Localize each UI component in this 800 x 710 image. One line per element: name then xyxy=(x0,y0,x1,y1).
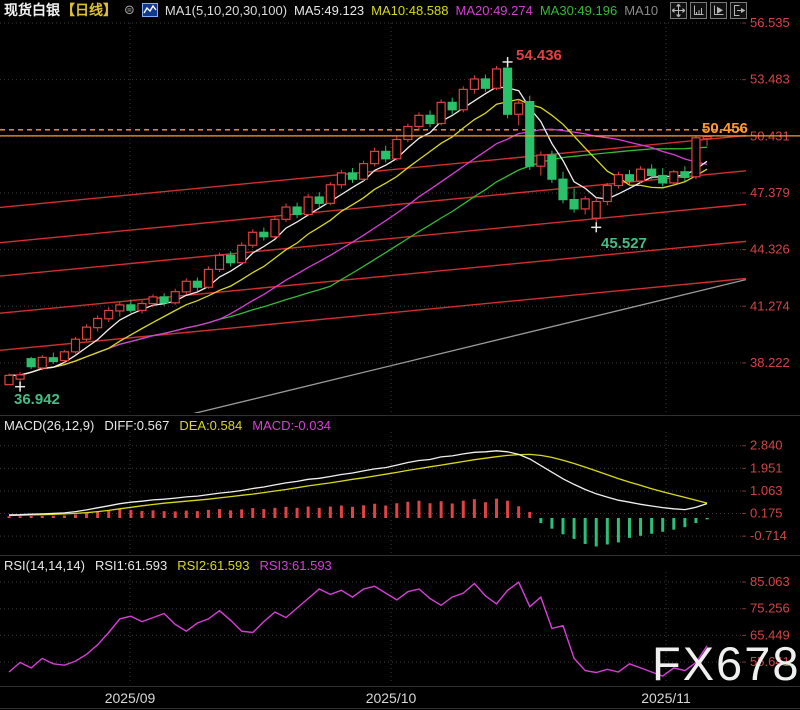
macd-title: MACD(26,12,9) xyxy=(4,418,95,433)
axis-scale-icon[interactable] xyxy=(690,2,707,19)
svg-text:50.456: 50.456 xyxy=(702,120,748,137)
svg-text:-0.714: -0.714 xyxy=(750,528,787,543)
chart-header: 现货白银 【日线】 ⊜ MA1(5,10,20,30,100) MA5:49.12… xyxy=(4,0,658,20)
svg-text:56.535: 56.535 xyxy=(750,15,790,30)
macd-header: MACD(26,12,9) DIFF:0.567 DEA:0.584 MACD:… xyxy=(4,418,331,433)
svg-text:44.326: 44.326 xyxy=(750,242,790,257)
ma100-label: MA10 xyxy=(624,2,659,18)
settings-icon[interactable]: ⊜ xyxy=(124,2,135,17)
time-axis-label: 2025/09 xyxy=(104,690,156,706)
rsi1-value: RSI1:61.593 xyxy=(94,558,168,573)
svg-text:2.840: 2.840 xyxy=(750,438,783,453)
macd-dea-value: DEA:0.584 xyxy=(179,418,243,433)
kline-style-icon[interactable] xyxy=(141,3,158,17)
exit-fullscreen-icon[interactable] xyxy=(730,2,747,19)
macd-macd-value: MACD:-0.034 xyxy=(252,418,331,433)
svg-text:1.063: 1.063 xyxy=(750,483,783,498)
ma30-value: MA30:49.196 xyxy=(539,2,618,18)
axis-play-icon[interactable] xyxy=(710,2,727,19)
svg-text:85.063: 85.063 xyxy=(750,574,790,589)
svg-text:45.527: 45.527 xyxy=(601,235,647,252)
svg-text:75.256: 75.256 xyxy=(750,601,790,616)
svg-text:38.222: 38.222 xyxy=(750,355,790,370)
svg-text:54.436: 54.436 xyxy=(516,47,562,64)
ma5-value: MA5:49.123 xyxy=(294,2,365,18)
svg-text:0.175: 0.175 xyxy=(750,506,783,521)
time-axis-label: 2025/10 xyxy=(365,690,417,706)
rsi-header: RSI(14,14,14) RSI1:61.593 RSI2:61.593 RS… xyxy=(4,558,332,573)
instrument-name: 现货白银 xyxy=(4,2,60,18)
pan-crosshair-icon[interactable] xyxy=(670,2,687,19)
macd-diff-value: DIFF:0.567 xyxy=(104,418,170,433)
rsi3-value: RSI3:61.593 xyxy=(259,558,332,573)
period-label: 【日线】 xyxy=(61,2,117,18)
fx678-watermark: FX678 xyxy=(652,637,800,690)
svg-text:41.274: 41.274 xyxy=(750,298,790,313)
svg-text:47.379: 47.379 xyxy=(750,185,790,200)
ma10-value: MA10:48.588 xyxy=(371,2,449,18)
svg-text:55.641: 55.641 xyxy=(750,654,790,669)
svg-text:1.951: 1.951 xyxy=(750,460,783,475)
ma20-value: MA20:49.274 xyxy=(455,2,533,18)
chart-toolbar xyxy=(670,2,747,19)
ma-settings-label: MA1(5,10,20,30,100) xyxy=(164,2,288,18)
svg-text:53.483: 53.483 xyxy=(750,72,790,87)
svg-text:65.449: 65.449 xyxy=(750,627,790,642)
svg-text:36.942: 36.942 xyxy=(14,391,60,408)
time-axis-label: 2025/11 xyxy=(641,690,691,706)
rsi2-value: RSI2:61.593 xyxy=(177,558,250,573)
rsi-title: RSI(14,14,14) xyxy=(4,558,85,573)
